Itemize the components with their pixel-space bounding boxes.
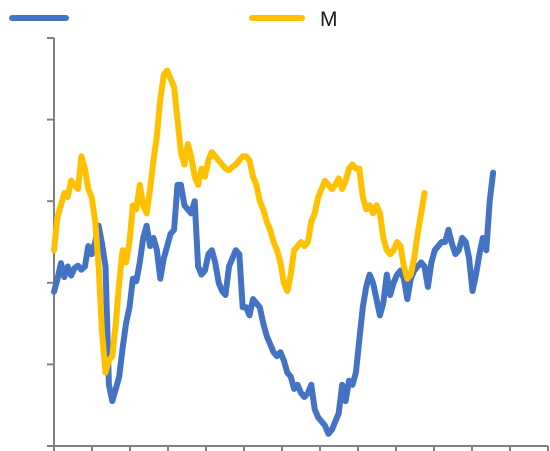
series-line-2 <box>51 67 428 376</box>
legend: M <box>9 8 338 31</box>
legend-label-series-2: M <box>320 8 338 31</box>
plot-area <box>51 67 497 437</box>
series-line-1 <box>51 169 497 437</box>
